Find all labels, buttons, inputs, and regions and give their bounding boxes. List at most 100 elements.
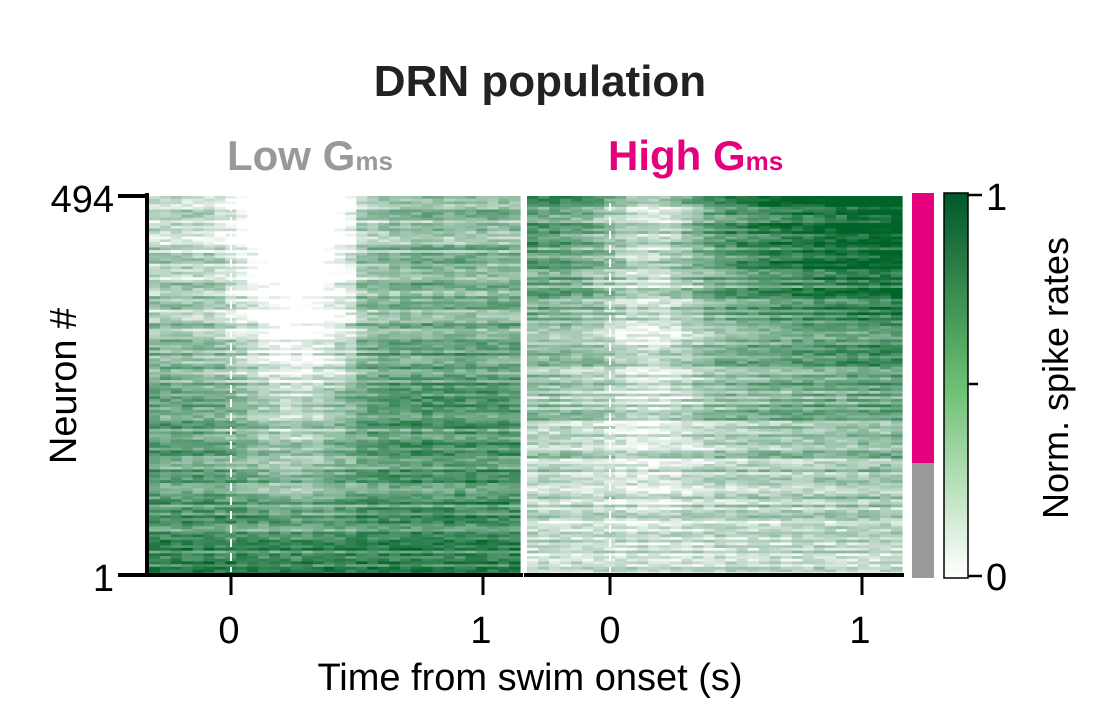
heatmap-cell [159, 488, 172, 492]
heatmap-cell [159, 323, 172, 327]
heatmap-cell [747, 201, 760, 205]
heatmap-cell [345, 260, 357, 265]
heatmap-cell [312, 385, 325, 389]
heatmap-cell [290, 469, 303, 473]
heatmap-cell [476, 453, 488, 457]
heatmap-cell [454, 282, 467, 286]
heatmap-cell [181, 539, 194, 544]
heatmap-cell [192, 236, 205, 240]
heatmap-cell [378, 325, 390, 330]
heatmap-cell [170, 304, 183, 308]
heatmap-cell [236, 306, 248, 311]
heatmap-cell [269, 474, 281, 479]
heatmap-cell [181, 214, 194, 219]
heatmap-cell [421, 399, 434, 403]
heatmap-cell [269, 298, 281, 303]
heatmap-cell [192, 347, 205, 351]
heatmap-cell [509, 431, 521, 435]
heatmap-cell [432, 450, 445, 454]
heatmap-cell [203, 239, 216, 243]
heatmap-cell [279, 445, 292, 449]
heatmap-cell [487, 396, 499, 400]
heatmap-cell [399, 482, 412, 487]
heatmap-cell [498, 369, 510, 373]
heatmap-cell [203, 309, 216, 314]
heatmap-cell [258, 374, 270, 378]
heatmap-cell [736, 196, 749, 200]
heatmap-cell [290, 204, 303, 208]
heatmap-cell [149, 306, 161, 311]
heatmap-cell [334, 325, 347, 330]
heatmap-cell [356, 331, 368, 335]
heatmap-cell [214, 255, 226, 259]
heatmap-cell [214, 550, 226, 554]
heatmap-cell [421, 415, 434, 419]
heatmap-cell [203, 220, 216, 224]
heatmap-cell [247, 260, 259, 265]
heatmap-cell [421, 288, 434, 292]
heatmap-cell [236, 428, 248, 433]
heatmap-cell [159, 385, 172, 389]
heatmap-cell [323, 363, 336, 368]
heatmap-cell [509, 566, 521, 571]
heatmap-cell [421, 520, 434, 525]
heatmap-cell [269, 461, 281, 465]
heatmap-cell [269, 390, 281, 395]
heatmap-cell [443, 469, 456, 473]
heatmap-cell [301, 431, 314, 435]
heatmap-cell [421, 561, 434, 565]
heatmap-cell [509, 464, 521, 468]
heatmap-cell [378, 296, 390, 300]
heatmap-cell [824, 209, 837, 213]
heatmap-cell [367, 428, 379, 433]
heatmap-cell [214, 385, 226, 389]
heatmap-cell [345, 407, 357, 411]
heatmap-cell [323, 442, 336, 446]
heatmap-cell [389, 369, 401, 373]
heatmap-cell [334, 561, 347, 565]
heatmap-cell [432, 298, 445, 303]
heatmap-cell [509, 393, 521, 397]
heatmap-cell [149, 412, 161, 416]
heatmap-cell [323, 401, 336, 406]
heatmap-cell [487, 491, 499, 495]
heatmap-cell [813, 204, 826, 208]
heatmap-cell [323, 263, 336, 267]
heatmap-cell [181, 380, 194, 384]
heatmap-cell [378, 542, 390, 546]
heatmap-cell [149, 328, 161, 332]
heatmap-cell [269, 550, 281, 554]
heatmap-cell [582, 206, 594, 211]
heatmap-cell [149, 390, 161, 395]
heatmap-cell [356, 388, 368, 392]
heatmap-cell [498, 426, 510, 430]
heatmap-cell [378, 385, 390, 389]
heatmap-cell [334, 396, 347, 400]
heatmap-cell [312, 420, 325, 424]
heatmap-cell [389, 469, 401, 473]
heatmap-cell [258, 528, 270, 533]
heatmap-cell [345, 417, 357, 422]
heatmap-cell [410, 523, 423, 527]
heatmap-cell [149, 431, 161, 435]
heatmap-cell [181, 206, 194, 211]
heatmap-cell [290, 255, 303, 259]
heatmap-cell [421, 442, 434, 446]
heatmap-cell [487, 564, 499, 568]
heatmap-cell [181, 461, 194, 465]
heatmap-cell [149, 385, 161, 389]
heatmap-cell [443, 361, 456, 365]
heatmap-cell [378, 304, 390, 308]
heatmap-cell [389, 412, 401, 416]
heatmap-cell [290, 374, 303, 378]
heatmap-cell [410, 214, 423, 219]
heatmap-cell [410, 355, 423, 360]
heatmap-cell [399, 550, 412, 554]
heatmap-cell [181, 458, 194, 462]
heatmap-cell [443, 301, 456, 305]
heatmap-cell [443, 242, 456, 246]
heatmap-cell [626, 204, 638, 208]
heatmap-cell [192, 488, 205, 492]
heatmap-cell [236, 499, 248, 503]
heatmap-cell [225, 409, 237, 414]
